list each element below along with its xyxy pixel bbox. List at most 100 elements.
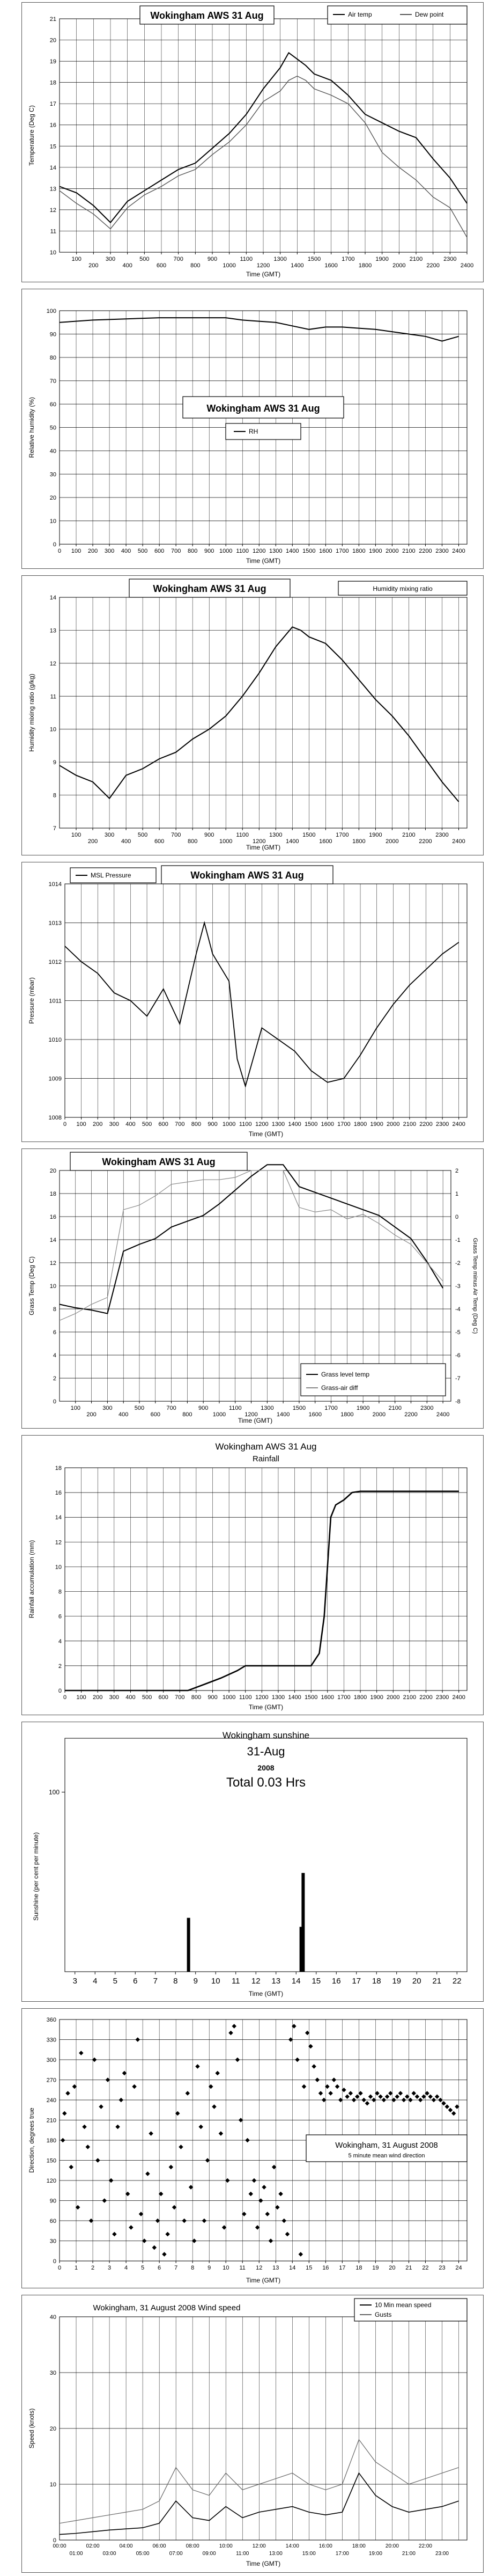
scatter-point (112, 2231, 117, 2237)
x-tick-label: 4 (124, 2265, 128, 2271)
x-tick-label: 21 (432, 1977, 441, 1986)
x-tick-label: 1000 (219, 548, 232, 554)
x-tick-label: 700 (173, 256, 183, 262)
x-tick-label: 11 (240, 2265, 246, 2271)
scatter-point (142, 2238, 147, 2243)
x-tick-label: 1300 (269, 548, 282, 554)
x-tick-label: 1100 (239, 1694, 252, 1701)
x-tick-label: 1400 (286, 548, 299, 554)
x-tick-label: 800 (190, 262, 200, 269)
x-tick-label: 200 (93, 1121, 102, 1128)
x-tick-label: 22 (453, 1977, 462, 1986)
chart-panel-wind-speed: 0 10 20 30 40 Speed (knots) 00:00 02:00 04:00 06:… (21, 2295, 484, 2573)
scatter-point (202, 2218, 207, 2223)
title-box (70, 1152, 248, 1171)
chart-humidity: 0 10 20 30 40 50 60 70 80 90 100 Relative humidity … (28, 308, 468, 565)
y-tick-label: 16 (50, 1214, 56, 1220)
x-tick-label: 1200 (255, 1121, 268, 1128)
x-tick-label-bottom: 03:00 (103, 2551, 116, 2557)
x-tick-label: 2400 (436, 1411, 449, 1418)
chart-subtitle: 5 minute mean wind direction (348, 2153, 425, 2159)
x-tick-label-bottom: 17:00 (336, 2551, 349, 2557)
x-tick-label: 600 (158, 1694, 168, 1701)
x-tick-label-top: 16:00 (319, 2543, 332, 2549)
x-tick-label: 700 (166, 1405, 176, 1411)
scatter-point (175, 2111, 180, 2116)
scatter-point (275, 2205, 280, 2210)
scatter-point (225, 2178, 230, 2183)
x-tick-label: 9 (207, 2265, 211, 2271)
legend-label: MSL Pressure (91, 872, 131, 879)
y-tick-label: 100 (49, 1788, 60, 1796)
scatter-point (255, 2225, 260, 2230)
x-tick-label-bottom: 23:00 (435, 2551, 449, 2557)
legend-label: Humidity mixing ratio (373, 585, 433, 592)
y-tick-label: 10 (50, 727, 56, 733)
y-tick-label: 12 (50, 661, 56, 667)
legend-label: RH (249, 428, 258, 435)
chart-sunshine: Wokingham sunshine 31-Aug 2008 Total 0.03 H… (32, 1730, 468, 1997)
scatter-point (242, 2212, 247, 2216)
x-tick-label: 1500 (305, 1121, 317, 1128)
legend-label: 10 Min mean speed (375, 2301, 431, 2309)
y-tick-label: 21 (50, 16, 56, 23)
x-tick-label: 900 (207, 256, 217, 262)
x-tick-label-top: 08:00 (186, 2543, 199, 2549)
x-tick-label: 600 (158, 1121, 168, 1128)
title-box (139, 5, 275, 25)
y-tick-label: 13 (50, 186, 56, 192)
plot-area (64, 1467, 468, 1691)
y-tick-label: 4 (53, 1352, 56, 1359)
y-axis-label: Grass Temp (Deg C) (28, 1256, 35, 1315)
y-axis-label: Temperature (Deg C) (28, 105, 35, 166)
chart-panel-grass-temp: 0 2 4 6 8 10 12 14 16 18 20 Grass Temp (Deg C) 100 20… (21, 1148, 484, 1429)
x-tick-label: 0 (63, 1121, 66, 1128)
x-tick-label: 300 (105, 832, 114, 838)
x-tick-label: 1100 (236, 548, 249, 554)
x-tick-label: 2000 (387, 1121, 399, 1128)
x-tick-label: 13 (271, 1977, 280, 1986)
chart-panel-rainfall: 0 2 4 6 8 10 12 14 16 18 Rainfall accumulation (mm… (21, 1435, 484, 1715)
scatter-point (188, 2185, 194, 2190)
x-tick-label: 200 (93, 1694, 102, 1701)
x-tick-label: 17 (352, 1977, 361, 1986)
x-tick-label: 2200 (426, 262, 439, 269)
x-tick-label: 1800 (354, 1694, 367, 1701)
scatter-point (102, 2198, 107, 2203)
x-tick-label: 1300 (273, 256, 286, 262)
x-tick-label: 3 (108, 2265, 111, 2271)
y-tick-label: 10 (50, 2482, 56, 2488)
x-tick-label: 1400 (291, 262, 303, 269)
scatter-point (198, 2124, 203, 2129)
title-box (129, 579, 291, 598)
x-tick-label: 1600 (308, 1411, 321, 1418)
scatter-point (205, 2158, 210, 2163)
x-tick-label: 900 (207, 1694, 217, 1701)
legend-box (354, 2298, 468, 2322)
x-tick-label: 16 (322, 2265, 329, 2271)
scatter-point (185, 2091, 190, 2096)
chart-title: Wokingham AWS 31 Aug (190, 870, 303, 881)
y-tick-label: 16 (50, 122, 56, 129)
x-tick-label: 1300 (261, 1405, 273, 1411)
y-tick-label: 1012 (49, 959, 62, 965)
scatter-point (258, 2198, 263, 2203)
y-tick-label: 1010 (49, 1037, 62, 1043)
x-tick-label-top: 18:00 (352, 2543, 366, 2549)
x-tick-label: 8 (191, 2265, 194, 2271)
x-tick-label: 2300 (443, 256, 456, 262)
scatter-point (248, 2191, 253, 2197)
y-tick-label: 0 (58, 1688, 62, 1694)
y-tick-label: 270 (47, 2077, 56, 2084)
scatter-point (218, 2131, 224, 2136)
x-tick-label-bottom: 21:00 (402, 2551, 416, 2557)
x-tick-label: 19 (372, 2265, 379, 2271)
y-tick-label: 11 (50, 228, 56, 235)
scatter-point (158, 2191, 164, 2197)
x-tick-label: 1900 (375, 256, 388, 262)
y-tick-label: 210 (47, 2118, 56, 2124)
x-tick-label: 500 (142, 1694, 152, 1701)
y2-axis-label: Grass Temp minus Air Temp (Deg C) (472, 1238, 478, 1334)
x-tick-label: 1600 (324, 262, 337, 269)
x-tick-label: 1400 (288, 1121, 301, 1128)
